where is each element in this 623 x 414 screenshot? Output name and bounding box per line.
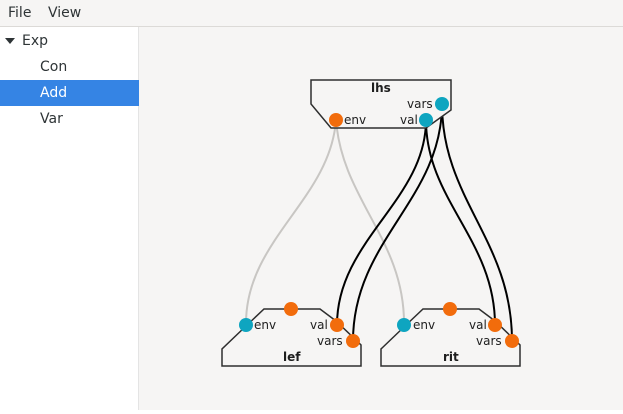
port-label-val: val <box>469 318 487 332</box>
wire-vars-lef <box>352 103 443 342</box>
tree-item-label: Var <box>40 111 63 127</box>
wire-vars-rit <box>441 103 513 342</box>
tree-item-var[interactable]: Var <box>0 106 139 132</box>
port-env-in[interactable] <box>329 113 343 127</box>
tree-item-con[interactable]: Con <box>0 54 139 80</box>
port-label-val: val <box>310 318 328 332</box>
node-lef[interactable]: env val vars lef <box>221 302 362 367</box>
port-label-vars: vars <box>317 334 343 348</box>
wire-val-rit <box>425 119 496 326</box>
wire-env-lef <box>244 119 337 326</box>
port-env[interactable] <box>239 318 253 332</box>
port-val[interactable] <box>488 318 502 332</box>
tree-item-label: Add <box>40 85 68 101</box>
wire-val-lef <box>336 119 427 326</box>
graph-canvas[interactable]: lhs vars val env env val vars lef env va… <box>139 27 623 410</box>
node-lhs-body <box>310 79 452 129</box>
port-vars-out[interactable] <box>435 97 449 111</box>
port-label-env: env <box>254 318 276 332</box>
tree-item-exp[interactable]: Exp <box>0 28 139 54</box>
port-vars[interactable] <box>505 334 519 348</box>
tree-item-add[interactable]: Add <box>0 80 139 106</box>
menu-file[interactable]: File <box>8 5 32 21</box>
port-top[interactable] <box>443 302 457 316</box>
port-vars[interactable] <box>346 334 360 348</box>
port-label-env: env <box>413 318 435 332</box>
sidebar-tree: Exp Con Add Var <box>0 27 139 410</box>
tree-item-label: Con <box>40 59 68 75</box>
port-label-vars: vars <box>407 97 433 111</box>
port-top[interactable] <box>284 302 298 316</box>
node-lhs[interactable]: lhs vars val env <box>310 79 452 129</box>
node-lhs-title: lhs <box>371 81 391 95</box>
tree-item-label: Exp <box>22 33 49 49</box>
node-rit-body <box>380 308 521 367</box>
port-env[interactable] <box>397 318 411 332</box>
expander-down-icon[interactable] <box>5 38 15 44</box>
node-rit-title: rit <box>443 350 459 364</box>
port-label-env: env <box>344 113 366 127</box>
port-label-vars: vars <box>476 334 502 348</box>
node-rit[interactable]: env val vars rit <box>380 302 521 367</box>
wire-env-rit <box>335 119 406 326</box>
graph-svg: lhs vars val env env val vars lef env va… <box>221 79 521 367</box>
menu-bar: File View <box>0 0 623 27</box>
port-label-val: val <box>400 113 418 127</box>
node-lef-title: lef <box>283 350 301 364</box>
port-val-out[interactable] <box>419 113 433 127</box>
menu-view[interactable]: View <box>48 5 82 21</box>
port-val[interactable] <box>330 318 344 332</box>
node-lef-body <box>221 308 362 367</box>
